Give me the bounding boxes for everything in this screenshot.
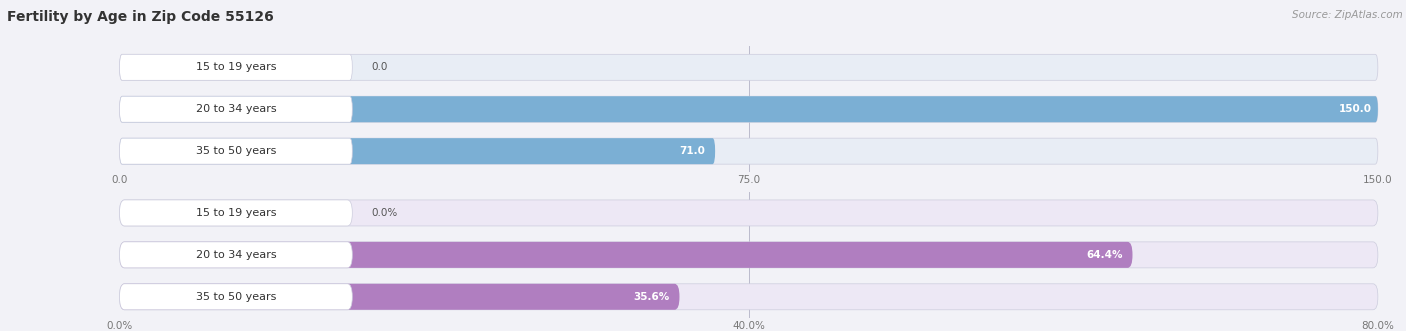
Text: 64.4%: 64.4% (1085, 250, 1122, 260)
FancyBboxPatch shape (120, 242, 1378, 268)
Text: Source: ZipAtlas.com: Source: ZipAtlas.com (1292, 10, 1403, 20)
Text: 150.0: 150.0 (1339, 104, 1372, 114)
Text: 20 to 34 years: 20 to 34 years (195, 250, 276, 260)
FancyBboxPatch shape (120, 138, 716, 164)
FancyBboxPatch shape (120, 138, 1378, 164)
FancyBboxPatch shape (120, 96, 353, 122)
FancyBboxPatch shape (120, 284, 353, 310)
Text: 20 to 34 years: 20 to 34 years (195, 104, 276, 114)
Text: 35 to 50 years: 35 to 50 years (195, 292, 276, 302)
FancyBboxPatch shape (120, 138, 353, 164)
FancyBboxPatch shape (120, 242, 1132, 268)
Text: 0.0%: 0.0% (371, 208, 398, 218)
Text: 35.6%: 35.6% (633, 292, 669, 302)
Text: Fertility by Age in Zip Code 55126: Fertility by Age in Zip Code 55126 (7, 10, 274, 24)
FancyBboxPatch shape (120, 200, 353, 226)
Text: 0.0: 0.0 (371, 62, 388, 72)
Text: 71.0: 71.0 (679, 146, 704, 156)
FancyBboxPatch shape (120, 200, 1378, 226)
Text: 15 to 19 years: 15 to 19 years (195, 208, 276, 218)
FancyBboxPatch shape (120, 54, 1378, 80)
FancyBboxPatch shape (120, 284, 679, 310)
FancyBboxPatch shape (120, 284, 1378, 310)
FancyBboxPatch shape (120, 96, 1378, 122)
FancyBboxPatch shape (120, 96, 1378, 122)
FancyBboxPatch shape (120, 242, 353, 268)
Text: 35 to 50 years: 35 to 50 years (195, 146, 276, 156)
FancyBboxPatch shape (120, 54, 353, 80)
Text: 15 to 19 years: 15 to 19 years (195, 62, 276, 72)
